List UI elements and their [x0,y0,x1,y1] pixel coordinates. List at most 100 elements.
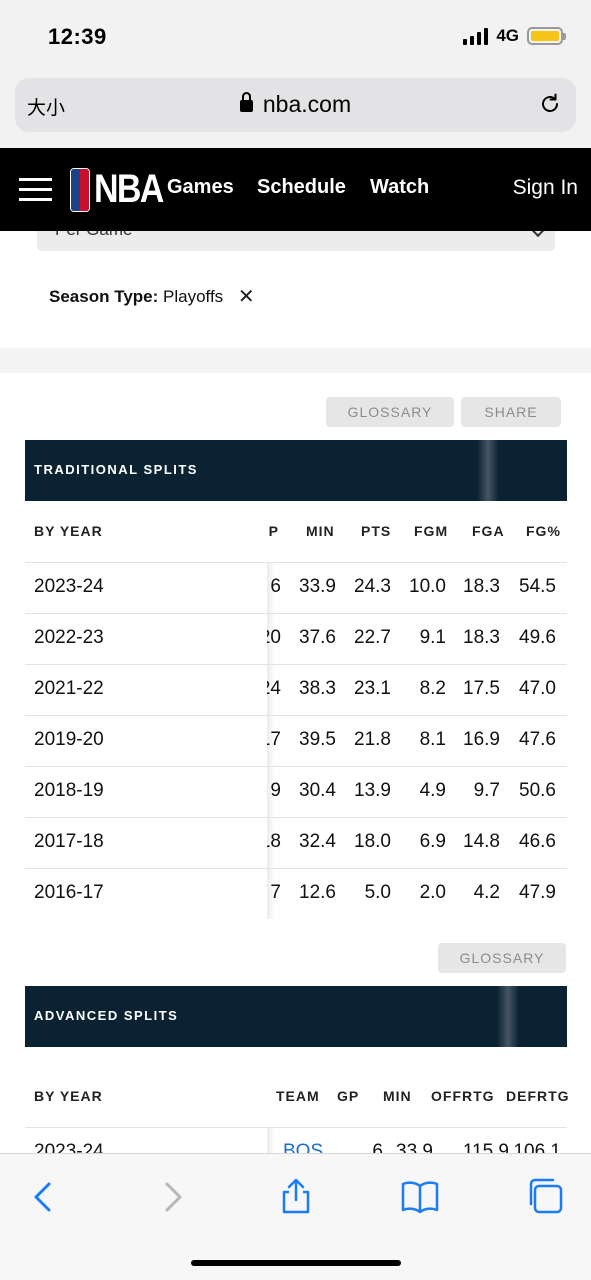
share-button[interactable]: SHARE [461,397,561,427]
row-fga: 4.2 [473,882,500,903]
row-year: 2021-22 [34,678,104,699]
row-gp: 6 [270,576,281,597]
sign-in-link[interactable]: Sign In [512,176,578,199]
url-text: nba.com [262,91,352,117]
row-min: 37.6 [299,627,336,648]
row-fgm: 8.2 [419,678,446,699]
row-gp: 18 [267,831,281,853]
row-gp: 7 [270,882,281,903]
address-bar[interactable]: 大小 nba.com [15,78,576,132]
browser-toolbar [0,1153,591,1280]
table-row: 2019-20 17 39.5 21.8 8.1 16.9 47.6 [25,715,567,766]
gp-header-clip: GP [267,518,291,544]
row-pts: 21.8 [354,729,391,750]
gp-cell-clip: 20 [267,614,281,664]
nba-logo-text: NBA [94,167,164,211]
share-icon[interactable] [276,1176,316,1216]
network-label: 4G [496,26,519,45]
season-type-filter: Season Type: Playoffs ✕ [49,284,255,309]
row-gp: 17 [267,729,281,751]
row-fgm: 9.1 [419,627,446,648]
battery-icon [527,27,566,45]
text-size-button[interactable]: 大小 [27,97,66,119]
gp-cell-clip: 9 [267,767,281,817]
row-fgpct: 46.6 [519,831,556,852]
row-year: 2019-20 [34,729,104,750]
row-fgpct: 54.5 [519,576,556,597]
tabs-icon[interactable] [525,1176,565,1216]
nav-schedule[interactable]: Schedule [257,176,346,198]
row-min: 12.6 [299,882,336,903]
by-year-header: BY YEAR [34,523,103,539]
back-icon[interactable] [24,1176,64,1216]
home-indicator [191,1260,401,1266]
row-min: 39.5 [299,729,336,750]
advanced-splits-header: ADVANCED SPLITS [25,986,567,1047]
row-fga: 14.8 [463,831,500,852]
frozen-column-shadow [267,869,275,919]
season-type-value: Playoffs [163,287,224,306]
col-fgm[interactable]: FGM [414,523,449,539]
col-min-advanced[interactable]: MIN [383,1088,412,1104]
site-nav: NBA Games Schedule Watch Sign In [0,148,591,231]
signal-icon [463,27,489,45]
gp-cell-clip: 24 [267,665,281,715]
col-offrtg[interactable]: OFFRTG [431,1088,495,1104]
by-year-header-advanced: BY YEAR [34,1088,103,1104]
nav-watch[interactable]: Watch [370,176,430,198]
per-mode-value: Per Game [55,231,132,240]
row-year: 2023-24 [34,576,104,597]
row-fga: 18.3 [463,627,500,648]
frozen-column-shadow [267,716,275,766]
row-fga: 16.9 [463,729,500,750]
row-fga: 17.5 [463,678,500,699]
advanced-row-gp: 6 [372,1141,383,1157]
col-gp[interactable]: GP [267,523,279,539]
col-min[interactable]: MIN [306,523,335,539]
forward-icon[interactable] [152,1176,192,1216]
per-mode-select[interactable]: Per Game [37,231,555,251]
row-year: 2017-18 [34,831,104,852]
nba-logo[interactable]: NBA [70,167,175,212]
row-fgm: 8.1 [419,729,446,750]
glossary-button[interactable]: GLOSSARY [326,397,454,427]
row-pts: 18.0 [354,831,391,852]
row-fgpct: 50.6 [519,780,556,801]
table-row: 2022-23 20 37.6 22.7 9.1 18.3 49.6 [25,613,567,664]
col-pts[interactable]: PTS [361,523,392,539]
menu-icon[interactable] [19,178,52,202]
gp-cell-clip: 17 [267,716,281,766]
row-fga: 18.3 [463,576,500,597]
table-row: 2018-19 9 30.4 13.9 4.9 9.7 50.6 [25,766,567,817]
status-indicators: 4G [463,26,566,46]
col-gp-advanced[interactable]: GP [337,1088,360,1104]
table-row: 2023-24 6 33.9 24.3 10.0 18.3 54.5 [25,562,567,613]
col-fga[interactable]: FGA [472,523,505,539]
row-fgm: 6.9 [419,831,446,852]
row-gp: 20 [267,627,281,649]
table-row: 2021-22 24 38.3 23.1 8.2 17.5 47.0 [25,664,567,715]
glossary-button-advanced[interactable]: GLOSSARY [438,943,566,973]
nav-games[interactable]: Games [167,176,234,198]
frozen-column-shadow [267,665,275,715]
row-year: 2022-23 [34,627,104,648]
col-defrtg[interactable]: DEFRTG [506,1088,570,1104]
url-display[interactable]: nba.com [15,91,576,118]
row-min: 32.4 [299,831,336,852]
scroll-shadow [477,440,499,501]
row-fgm: 2.0 [419,882,446,903]
gp-cell-clip: 6 [267,563,281,613]
row-fgm: 10.0 [409,576,446,597]
frozen-column-shadow [267,614,275,664]
col-fgpct[interactable]: FG% [526,523,561,539]
col-team[interactable]: TEAM [276,1088,320,1104]
traditional-splits-header: TRADITIONAL SPLITS [25,440,567,501]
gp-cell-clip: 7 [267,869,281,919]
frozen-column-shadow [267,1128,275,1157]
bookmarks-icon[interactable] [400,1176,440,1216]
reload-icon[interactable] [538,92,562,116]
row-fgm: 4.9 [419,780,446,801]
row-year: 2018-19 [34,780,104,801]
clear-filter-icon[interactable]: ✕ [237,286,255,308]
row-fgpct: 47.0 [519,678,556,699]
